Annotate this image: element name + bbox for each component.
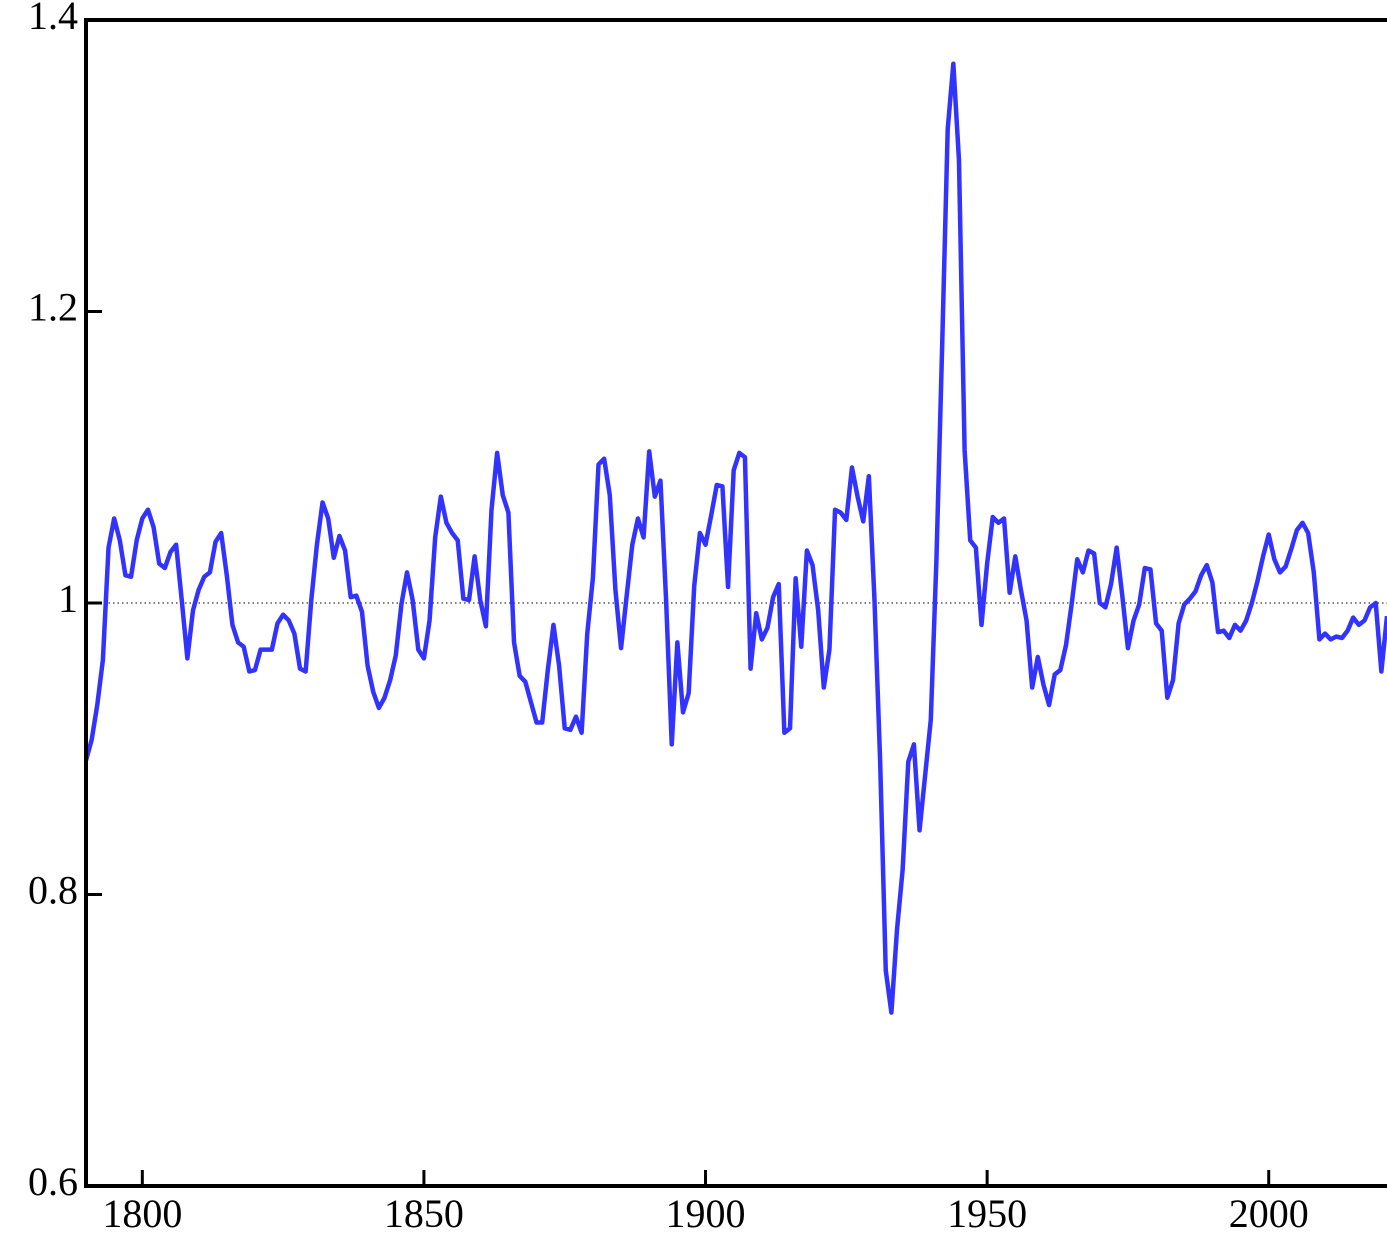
data-line [83,61,1387,1015]
y-tick-label: 1.4 [28,0,78,38]
y-tick-label: 0.8 [28,868,78,913]
x-tick-label: 1800 [102,1191,182,1236]
y-tick-label: 0.6 [28,1159,78,1204]
x-tick-label: 1950 [947,1191,1027,1236]
y-tick-label: 1 [58,576,78,621]
x-tick-label: 1900 [666,1191,746,1236]
x-tick-label: 1850 [384,1191,464,1236]
y-tick-label: 1.2 [28,285,78,330]
x-tick-label: 2000 [1229,1191,1309,1236]
